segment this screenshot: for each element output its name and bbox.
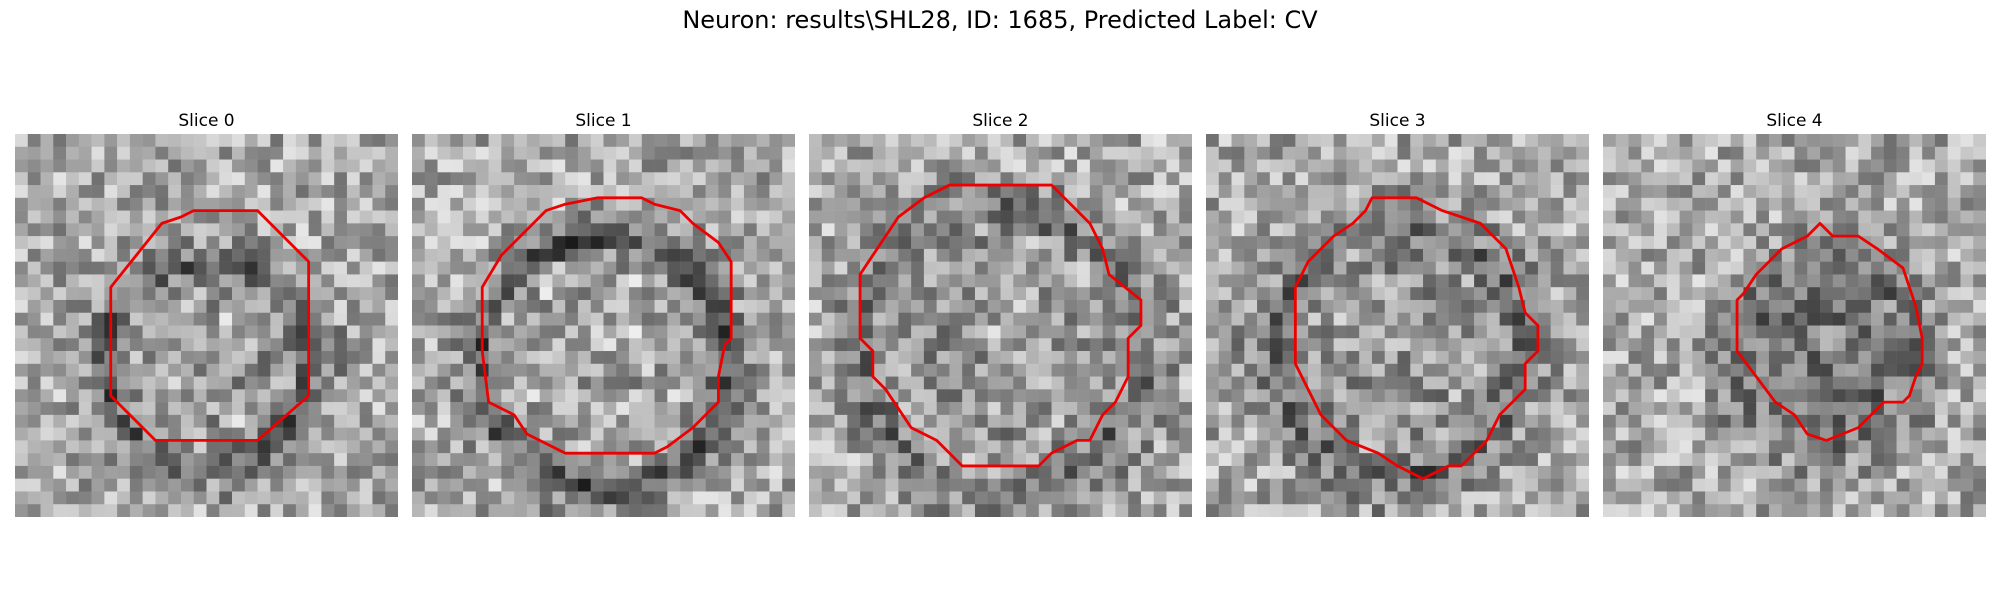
slice-image-3	[1206, 134, 1589, 517]
figure-title: Neuron: results\SHL28, ID: 1685, Predict…	[0, 6, 2000, 34]
slice-image-2	[809, 134, 1192, 517]
slice-image-1	[412, 134, 795, 517]
slice-panel-1: Slice 1	[412, 108, 795, 517]
slice-title-2: Slice 2	[809, 108, 1192, 134]
slice-panel-0: Slice 0	[15, 108, 398, 517]
slice-title-1: Slice 1	[412, 108, 795, 134]
slice-title-0: Slice 0	[15, 108, 398, 134]
slice-panel-4: Slice 4	[1603, 108, 1986, 517]
slice-panel-3: Slice 3	[1206, 108, 1589, 517]
slice-title-4: Slice 4	[1603, 108, 1986, 134]
slice-title-3: Slice 3	[1206, 108, 1589, 134]
slice-image-0	[15, 134, 398, 517]
slice-panel-2: Slice 2	[809, 108, 1192, 517]
slice-image-4	[1603, 134, 1986, 517]
